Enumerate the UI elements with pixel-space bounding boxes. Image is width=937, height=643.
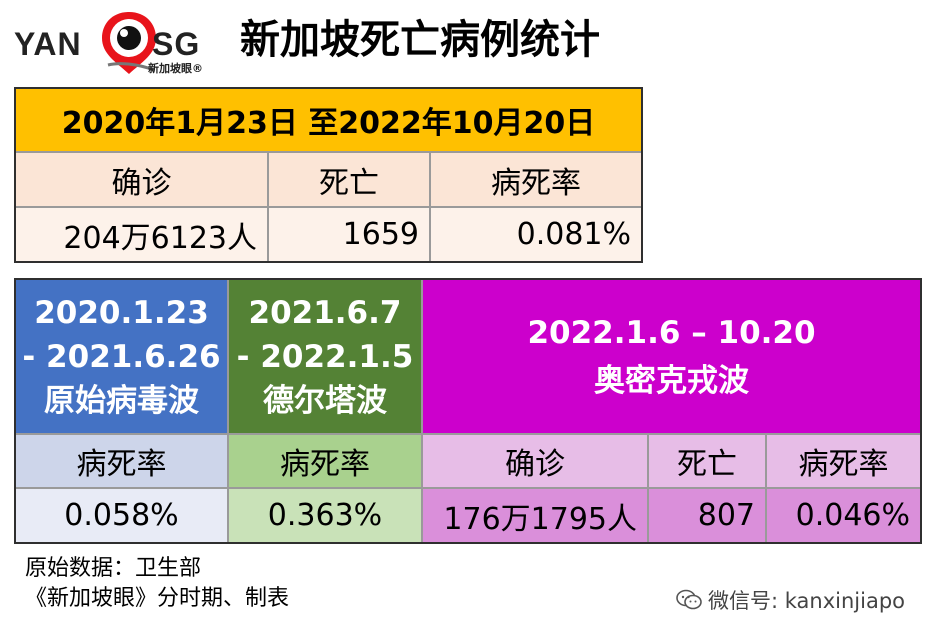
wave-original-date-start: 2020.1.23 [34,294,209,331]
logo-text-yan: YAN [14,26,82,62]
overall-period-header: 2020年1月23日 至2022年10月20日 [15,88,642,152]
wave-omicron-deaths-value: 807 [648,488,766,543]
wave-delta-date-start: 2021.6.7 [248,294,402,331]
overall-col-cfr: 病死率 [430,152,642,207]
wave-omicron-col-deaths: 死亡 [648,434,766,488]
wave-delta-cfr-value: 0.363% [228,488,422,543]
wave-omicron-col-confirmed: 确诊 [422,434,648,488]
overall-deaths-value: 1659 [268,207,430,262]
wave-delta-date-end: - 2022.1.5 [236,338,414,375]
overall-col-deaths: 死亡 [268,152,430,207]
wave-omicron-cfr-value: 0.046% [766,488,921,543]
logo-eye-icon [102,12,156,74]
page-title: 新加坡死亡病例统计 [240,17,600,63]
overall-cfr-value: 0.081% [430,207,642,262]
wave-omicron-confirmed-value: 176万1795人 [422,488,648,543]
wave-delta-header: 2021.6.7 - 2022.1.5 德尔塔波 [228,279,422,434]
logo-text-sg: SG [152,26,201,62]
wave-original-date-end: - 2021.6.26 [22,338,221,375]
wave-original-cfr-value: 0.058% [15,488,228,543]
logo-subtext: 新加坡眼® [148,62,203,75]
wave-omicron-date: 2022.1.6 – 10.20 [527,314,816,351]
wave-original-col-cfr: 病死率 [15,434,228,488]
source-note: 原始数据：卫生部 [25,556,202,581]
wave-original-header: 2020.1.23 - 2021.6.26 原始病毒波 [15,279,228,434]
wechat-id: 微信号: kanxinjiapo [708,589,906,613]
wave-omicron-col-cfr: 病死率 [766,434,921,488]
wave-original-name: 原始病毒波 [44,382,199,419]
credit-note: 《新加坡眼》分时期、制表 [25,586,290,611]
wave-omicron-name: 奥密克戎波 [594,362,749,399]
wechat-icon [676,589,702,610]
wave-delta-name: 德尔塔波 [263,382,387,419]
wechat-watermark: 微信号: kanxinjiapo [676,585,905,615]
overall-col-confirmed: 确诊 [15,152,268,207]
wave-omicron-header: 2022.1.6 – 10.20 奥密克戎波 [422,279,921,434]
wave-delta-col-cfr: 病死率 [228,434,422,488]
logo: YAN SG 新加坡眼® [14,8,234,80]
overall-confirmed-value: 204万6123人 [15,207,268,262]
